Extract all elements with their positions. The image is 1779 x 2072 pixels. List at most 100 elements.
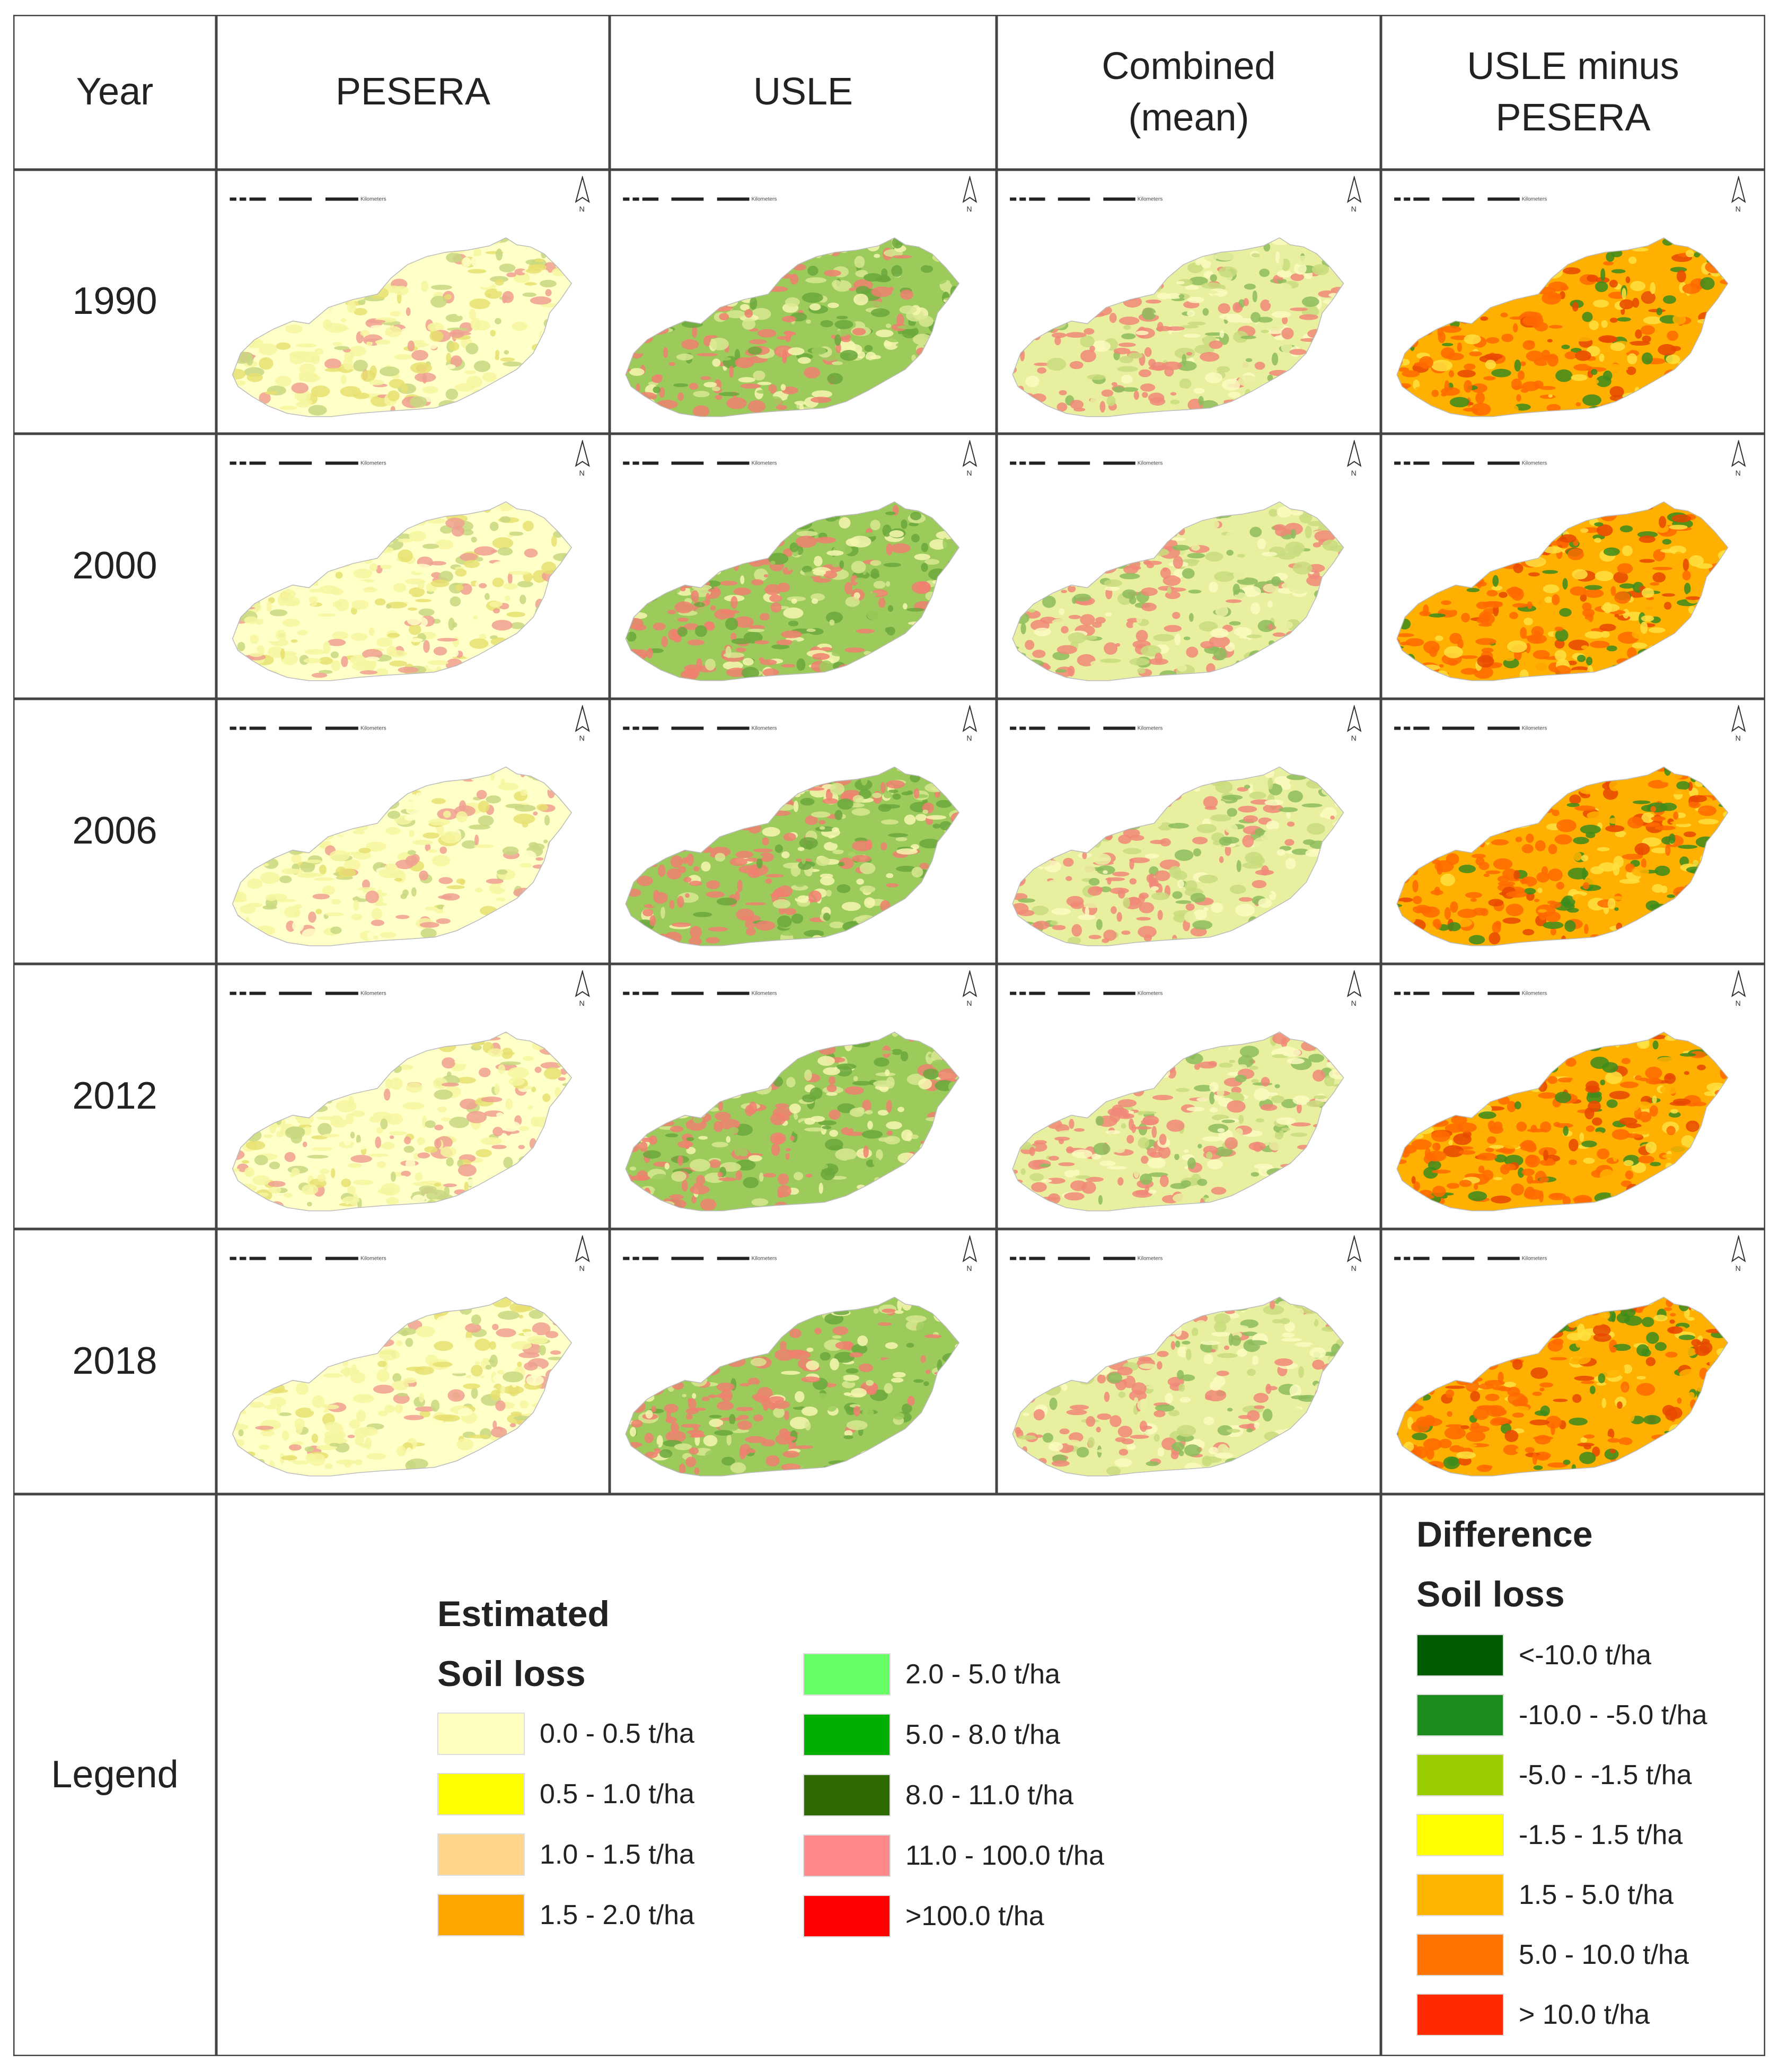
scale-bar-label: Kilometers [1138, 461, 1162, 467]
country-outline [232, 766, 573, 946]
scale-bar: Kilometers [1010, 991, 1162, 997]
country-outline [1012, 237, 1344, 417]
soil-loss-map-usle-2000: Kilometers N [623, 440, 977, 681]
scale-bar: Kilometers [1010, 726, 1162, 732]
soil-loss-map-diff-2006: Kilometers N [1394, 705, 1746, 946]
legend-label: -5.0 - -1.5 t/ha [1519, 1760, 1692, 1790]
legend-swatch [1416, 1754, 1504, 1796]
north-arrow-label: N [966, 469, 972, 478]
scale-bar-label: Kilometers [1522, 197, 1547, 203]
legend-label: -10.0 - -5.0 t/ha [1519, 1700, 1707, 1731]
legend-swatch [803, 1714, 891, 1756]
header-combined: Combined (mean) [1102, 45, 1276, 139]
estimated-legend-subtitle: Soil loss [437, 1654, 586, 1694]
legend-item: -5.0 - -1.5 t/ha [1416, 1752, 1692, 1798]
scale-bar-label: Kilometers [360, 461, 386, 467]
soil-loss-map-combined-2018: Kilometers N [1010, 1235, 1362, 1477]
legend-swatch [1416, 1994, 1504, 2036]
north-arrow-label: N [579, 469, 585, 478]
country-outline [625, 1296, 960, 1477]
north-arrow-label: N [1351, 1264, 1357, 1272]
legend-swatch [437, 1894, 525, 1936]
legend-label: >100.0 t/ha [905, 1901, 1044, 1931]
country-outline [1396, 1031, 1729, 1211]
legend-swatch [1416, 1694, 1504, 1736]
north-arrow-icon: N [575, 1235, 590, 1273]
scale-bar: Kilometers [623, 726, 777, 732]
country-outline [1012, 1031, 1344, 1211]
country-outline [1012, 1296, 1344, 1477]
north-arrow-icon: N [1731, 970, 1746, 1007]
scale-bar-label: Kilometers [1138, 197, 1162, 203]
north-arrow-label: N [966, 205, 972, 214]
header-difference: USLE minus PESERA [1467, 45, 1679, 139]
north-arrow-icon: N [962, 1235, 977, 1273]
difference-legend-subtitle: Soil loss [1416, 1574, 1565, 1614]
legend-swatch [437, 1833, 525, 1876]
north-arrow-label: N [1351, 734, 1357, 742]
legend-swatch [437, 1773, 525, 1815]
header-pesera: PESERA [335, 71, 491, 113]
scale-bar: Kilometers [623, 461, 777, 467]
legend-item: 0.5 - 1.0 t/ha [437, 1771, 694, 1818]
scale-bar: Kilometers [1010, 461, 1162, 467]
legend-item: > 10.0 t/ha [1416, 1991, 1650, 2038]
soil-loss-map-usle-2006: Kilometers N [623, 705, 977, 946]
soil-loss-map-usle-2018: Kilometers N [623, 1235, 977, 1477]
north-arrow-label: N [1351, 469, 1357, 477]
scale-bar-label: Kilometers [752, 726, 777, 732]
legend-swatch [1416, 1634, 1504, 1676]
legend-item: -10.0 - -5.0 t/ha [1416, 1692, 1707, 1739]
north-arrow-label: N [1351, 205, 1357, 213]
scale-bar-label: Kilometers [1138, 1256, 1162, 1262]
north-arrow-label: N [1351, 999, 1357, 1007]
legend-swatch [437, 1713, 525, 1755]
north-arrow-label: N [1736, 999, 1741, 1007]
scale-bar-label: Kilometers [1522, 726, 1547, 732]
north-arrow-label: N [966, 1265, 972, 1273]
soil-loss-map-pesera-2018: Kilometers N [230, 1235, 590, 1477]
legend-swatch [1416, 1874, 1504, 1916]
estimated-legend-title: Estimated [437, 1594, 610, 1634]
scale-bar-label: Kilometers [360, 197, 386, 203]
scale-bar-label: Kilometers [752, 1256, 777, 1262]
soil-loss-map-diff-2012: Kilometers N [1394, 970, 1746, 1211]
soil-loss-map-combined-1990: Kilometers N [1010, 176, 1362, 417]
north-arrow-icon: N [1346, 705, 1362, 742]
country-outline [1396, 501, 1729, 681]
legend-item: 5.0 - 8.0 t/ha [803, 1711, 1060, 1758]
year-label: 2006 [72, 810, 157, 853]
scale-bar: Kilometers [230, 461, 386, 467]
scale-bar-label: Kilometers [752, 991, 777, 997]
north-arrow-icon: N [962, 440, 977, 478]
soil-loss-map-pesera-2000: Kilometers N [230, 440, 590, 681]
scale-bar: Kilometers [1394, 197, 1547, 203]
scale-bar: Kilometers [623, 991, 777, 997]
country-outline [625, 501, 960, 681]
country-outline [625, 237, 960, 417]
north-arrow-icon: N [1731, 440, 1746, 477]
scale-bar: Kilometers [1010, 1256, 1162, 1262]
legend-item: 1.5 - 5.0 t/ha [1416, 1872, 1674, 1918]
country-outline [1396, 1296, 1729, 1477]
legend-item: 1.5 - 2.0 t/ha [437, 1892, 694, 1938]
legend-label: -1.5 - 1.5 t/ha [1519, 1820, 1683, 1850]
scale-bar: Kilometers [230, 991, 386, 997]
scale-bar: Kilometers [623, 1256, 777, 1262]
legend-item: 8.0 - 11.0 t/ha [803, 1772, 1073, 1819]
soil-loss-map-pesera-2006: Kilometers N [230, 705, 590, 946]
legend-label: 2.0 - 5.0 t/ha [905, 1659, 1060, 1690]
legend-item: 2.0 - 5.0 t/ha [803, 1651, 1060, 1698]
legend-swatch [803, 1895, 891, 1937]
soil-loss-map-diff-2000: Kilometers N [1394, 440, 1746, 681]
country-outline [1396, 237, 1729, 417]
scale-bar: Kilometers [1394, 991, 1547, 997]
north-arrow-icon: N [1731, 1235, 1746, 1272]
legend-label: 8.0 - 11.0 t/ha [905, 1780, 1074, 1811]
legend-label: 0.5 - 1.0 t/ha [540, 1779, 694, 1810]
legend-swatch [803, 1774, 891, 1816]
soil-loss-map-combined-2000: Kilometers N [1010, 440, 1362, 681]
north-arrow-icon: N [1346, 440, 1362, 477]
legend-label: 11.0 - 100.0 t/ha [905, 1840, 1104, 1871]
legend-label: 5.0 - 10.0 t/ha [1519, 1939, 1689, 1970]
